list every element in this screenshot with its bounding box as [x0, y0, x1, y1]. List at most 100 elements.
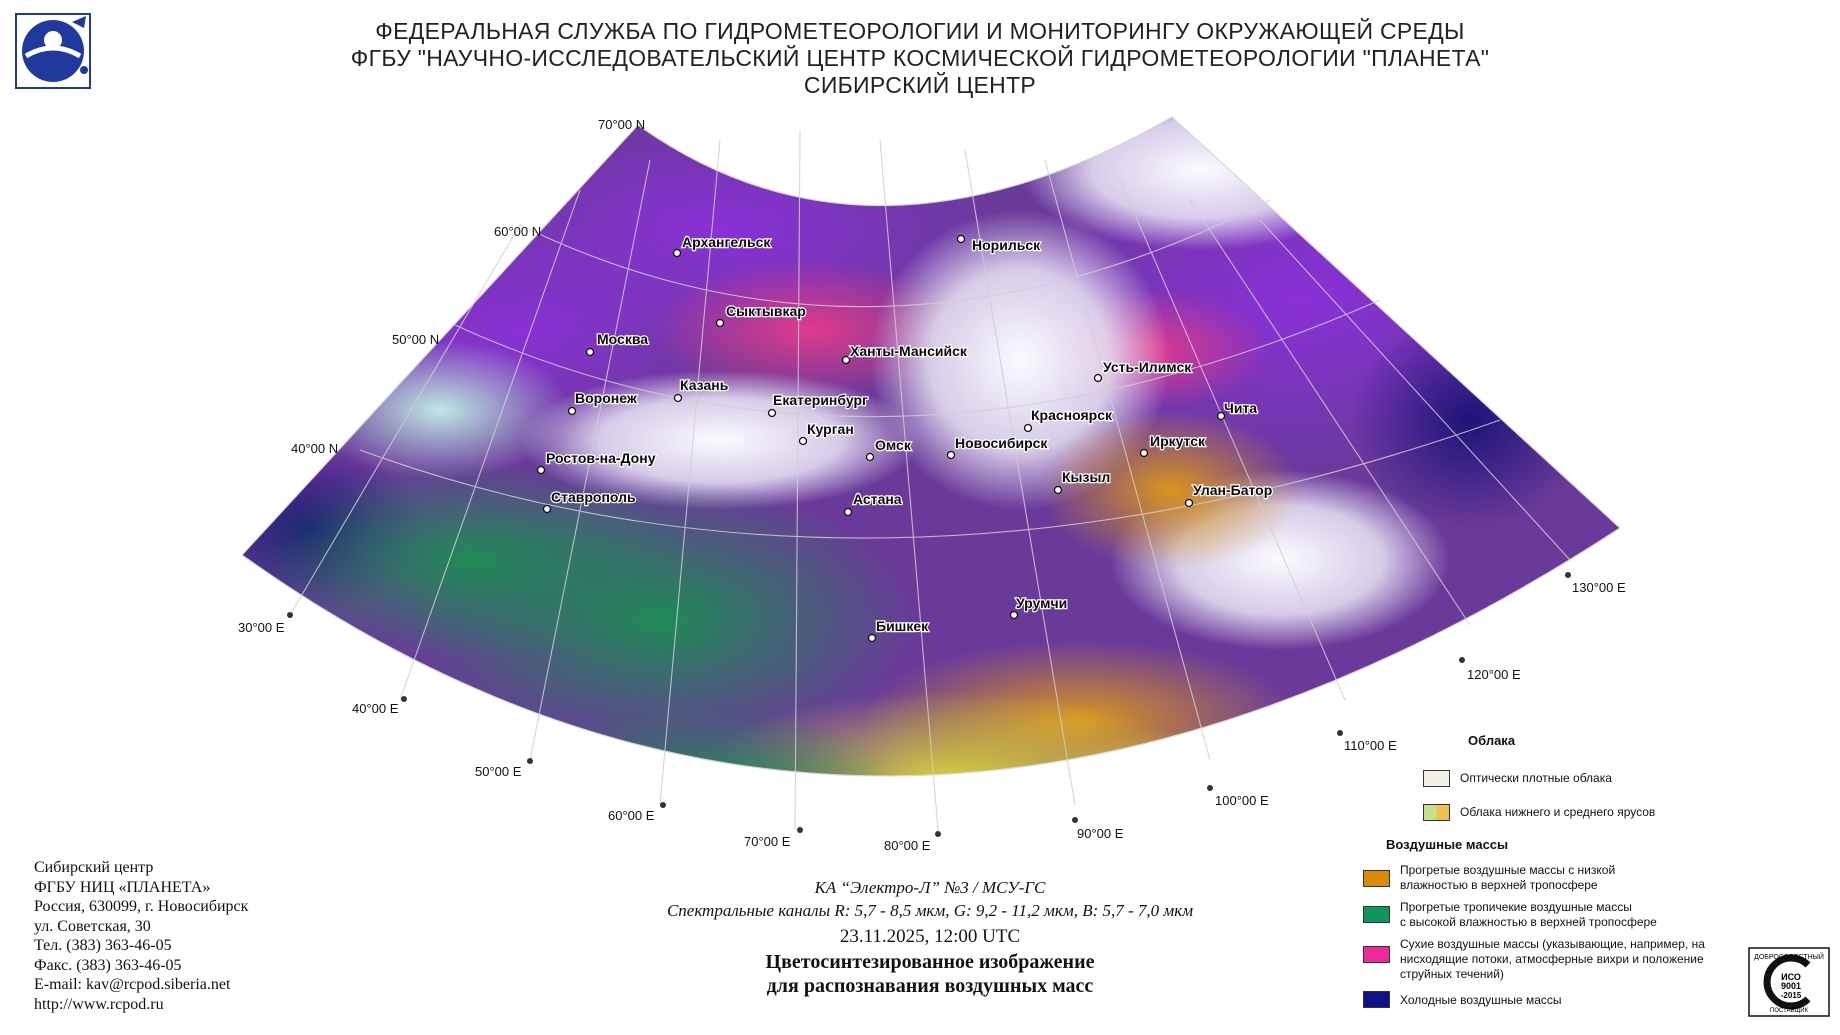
lat-label-40: 40°00 N: [291, 441, 338, 456]
city-marker-chita: [1216, 411, 1226, 421]
graticule: [289, 129, 1571, 831]
city-label-moscow: Москва: [597, 331, 648, 347]
lon-tick-60: [660, 802, 666, 808]
lon-label-70: 70°00 E: [744, 834, 791, 849]
lon-label-80: 80°00 E: [884, 838, 931, 853]
city-marker-astana: [843, 507, 853, 517]
lon-label-110: 110°00 E: [1344, 738, 1397, 753]
svg-text:ИСО: ИСО: [1781, 972, 1801, 982]
swatch-warm-humid: [1363, 906, 1390, 923]
lon-tick-70: [797, 827, 803, 833]
legend-warm-dry-label: Прогретые воздушные массы с низкой влажн…: [1400, 863, 1616, 892]
organization-info: Сибирский центр ФГБУ НИЦ «ПЛАНЕТА» Росси…: [34, 858, 248, 1014]
city-label-urumqi: Урумчи: [1016, 595, 1067, 611]
org-line-5: Тел. (383) 363-46-05: [34, 937, 172, 954]
city-marker-novosibirsk: [946, 450, 956, 460]
city-label-syktyvkar: Сыктывкар: [726, 303, 806, 319]
city-label-ust-ilimsk: Усть-Илимск: [1103, 359, 1192, 375]
org-email: E-mail: kav@rcpod.siberia.net: [34, 976, 231, 993]
swatch-warm-dry: [1363, 870, 1390, 887]
lon-tick-40: [401, 696, 407, 702]
city-label-khanty-mansiysk: Ханты-Мансийск: [850, 343, 968, 359]
satellite-imagery: [242, 117, 1620, 776]
legend-air-title: Воздушные массы: [1386, 837, 1509, 852]
lat-label-70: 70°00 N: [598, 117, 645, 132]
city-label-voronezh: Воронеж: [575, 390, 638, 406]
lon-tick-30: [287, 612, 293, 618]
legend-warm-humid-label: Прогретые тропичекие воздушные массы с в…: [1400, 900, 1657, 929]
city-label-stavropol: Ставрополь: [551, 489, 636, 505]
city-label-kazan: Казань: [680, 377, 729, 393]
legend-low-mid-clouds-label: Облака нижнего и среднего ярусов: [1460, 805, 1656, 819]
caption-title-1: Цветосинтезированное изображение: [765, 951, 1095, 973]
lon-label-40: 40°00 E: [352, 701, 399, 716]
city-marker-syktyvkar: [715, 318, 725, 328]
city-label-krasnoyarsk: Красноярск: [1031, 407, 1113, 423]
iso-certificate-badge: ДОБРОСОВЕСТНЫЙ ИСО 9001 -2015 ПОСТАВЩИК: [1748, 947, 1830, 1017]
longitude-ticks: [287, 572, 1571, 837]
legend-dense-clouds-label: Оптически плотные облака: [1460, 771, 1612, 785]
lon-tick-110: [1337, 730, 1343, 736]
lon-label-50: 50°00 E: [475, 764, 522, 779]
city-label-norilsk: Норильск: [972, 237, 1041, 253]
header: ФЕДЕРАЛЬНАЯ СЛУЖБА ПО ГИДРОМЕТЕОРОЛОГИИ …: [240, 18, 1600, 99]
header-line-2: ФГБУ "НАУЧНО-ИССЛЕДОВАТЕЛЬСКИЙ ЦЕНТР КОС…: [350, 45, 1490, 71]
swatch-dry-air: [1363, 946, 1390, 963]
city-marker-stavropol: [542, 504, 552, 514]
city-label-arkhangelsk: Архангельск: [682, 234, 771, 250]
city-marker-kazan: [673, 393, 683, 403]
city-label-bishkek: Бишкек: [876, 618, 929, 634]
header-line-3: СИБИРСКИЙ ЦЕНТР: [803, 72, 1037, 98]
city-marker-khanty-mansiysk: [841, 355, 851, 365]
city-label-ulaanbaatar: Улан-Батор: [1193, 482, 1272, 498]
lon-tick-130: [1565, 572, 1571, 578]
lon-label-30: 30°00 E: [238, 620, 285, 635]
svg-text:ПОСТАВЩИК: ПОСТАВЩИК: [1770, 1008, 1809, 1014]
city-label-kurgan: Курган: [807, 421, 854, 437]
city-marker-irkutsk: [1139, 448, 1149, 458]
lon-tick-100: [1207, 785, 1213, 791]
svg-text:ДОБРОСОВЕСТНЫЙ: ДОБРОСОВЕСТНЫЙ: [1754, 952, 1824, 961]
city-marker-kyzyl: [1053, 485, 1063, 495]
lon-label-130: 130°00 E: [1572, 580, 1626, 595]
city-marker-norilsk: [956, 234, 966, 244]
city-marker-bishkek: [867, 633, 877, 643]
city-label-irkutsk: Иркутск: [1150, 433, 1206, 449]
header-line-1: ФЕДЕРАЛЬНАЯ СЛУЖБА ПО ГИДРОМЕТЕОРОЛОГИИ …: [375, 18, 1465, 44]
caption-channels: Спектральные каналы R: 5,7 - 8,5 мкм, G:…: [666, 901, 1194, 920]
city-marker-kurgan: [798, 436, 808, 446]
city-label-chita: Чита: [1224, 400, 1257, 416]
city-marker-yekaterinburg: [767, 408, 777, 418]
city-markers: [536, 234, 1226, 643]
lon-tick-80: [935, 831, 941, 837]
legend-clouds-title: Облака: [1468, 733, 1516, 748]
lon-tick-120: [1459, 657, 1465, 663]
city-marker-ulaanbaatar: [1184, 498, 1194, 508]
lon-label-100: 100°00 E: [1215, 793, 1269, 808]
lon-label-60: 60°00 E: [608, 808, 655, 823]
city-label-rostov: Ростов-на-Дону: [546, 450, 656, 466]
caption-datetime: 23.11.2025, 12:00 UTC: [839, 926, 1021, 947]
legend-cold-air-label: Холодные воздушные массы: [1400, 993, 1562, 1007]
org-website: http://www.rcpod.ru: [34, 995, 164, 1013]
swatch-cold-air: [1363, 991, 1390, 1008]
city-marker-moscow: [585, 347, 595, 357]
org-line-1: Сибирский центр: [34, 859, 154, 876]
city-marker-voronezh: [567, 406, 577, 416]
swatch-dense-clouds: [1423, 770, 1450, 787]
svg-text:-2015: -2015: [1781, 991, 1802, 1000]
city-label-astana: Астана: [853, 491, 902, 507]
swatch-low-mid-clouds: [1423, 804, 1450, 821]
org-line-4: ул. Советская, 30: [34, 917, 151, 935]
city-labels: Архангельск Норильск Сыктывкар Москва Ха…: [545, 233, 1274, 635]
lat-label-50: 50°00 N: [392, 332, 439, 347]
lon-tick-50: [527, 758, 533, 764]
image-caption: КА “Электро-Л” №3 / МСУ-ГС Спектральные …: [560, 876, 1300, 998]
org-line-6: Факс. (383) 363-46-05: [34, 956, 182, 974]
city-marker-krasnoyarsk: [1023, 423, 1033, 433]
caption-satellite: КА “Электро-Л” №3 / МСУ-ГС: [814, 878, 1046, 897]
city-label-novosibirsk: Новосибирск: [955, 435, 1048, 451]
city-label-omsk: Омск: [875, 437, 912, 453]
city-label-yekaterinburg: Екатеринбург: [773, 392, 868, 408]
